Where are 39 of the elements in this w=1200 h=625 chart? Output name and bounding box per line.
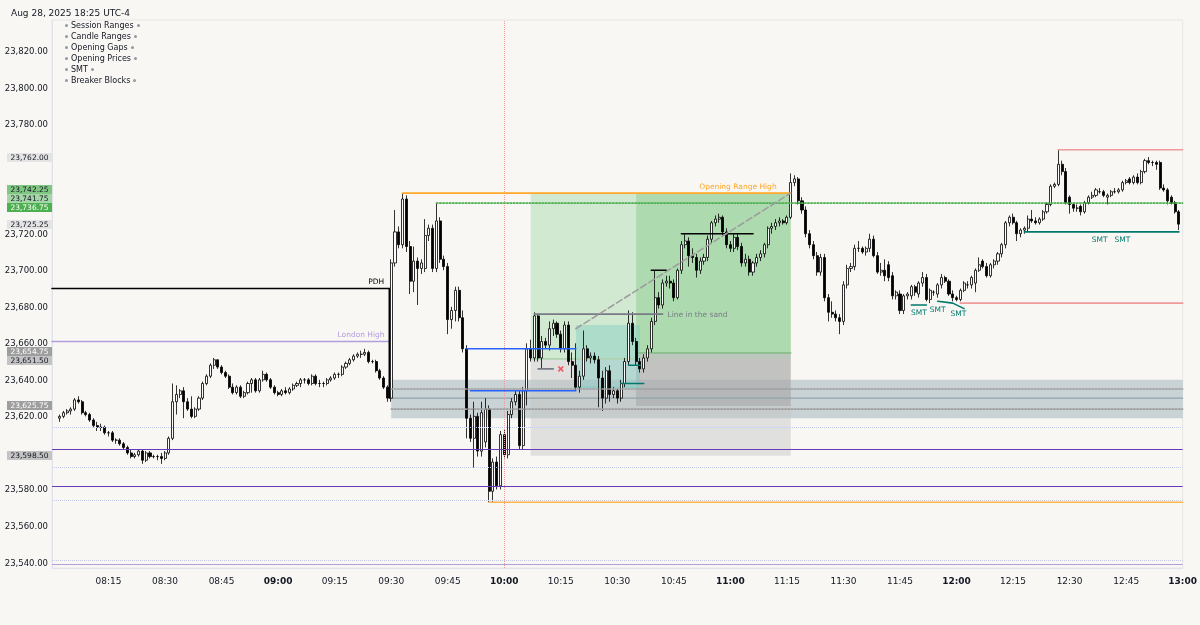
y-tick-label: 23,800.00 — [4, 82, 48, 93]
x-tick-label: 12:15 — [1000, 575, 1027, 586]
y-tick-label: 23,820.00 — [4, 46, 48, 57]
x-tick-label: 12:45 — [1113, 575, 1140, 586]
x-tick-label: 09:45 — [434, 575, 461, 586]
y-tick-label: 23,680.00 — [4, 301, 48, 312]
y-tick-label: 23,560.00 — [4, 520, 48, 531]
annotation: Opening Prices — [71, 54, 131, 63]
chart-title: Aug 28, 2025 18:25 UTC-4 — [11, 7, 131, 18]
x-tick-label: 10:30 — [604, 575, 631, 586]
annotation: Breaker Blocks — [71, 76, 131, 85]
x-tick-label: 09:15 — [321, 575, 348, 586]
annotation: Candle Ranges — [71, 32, 131, 41]
annotation: SMT — [71, 65, 88, 74]
x-tick-label: 11:30 — [830, 575, 857, 586]
x-tick-label: 13:00 — [1168, 575, 1197, 586]
x-tick-label: 08:45 — [208, 575, 235, 586]
x-tick-label: 11:45 — [887, 575, 913, 586]
y-tick-label: 23,580.00 — [4, 484, 48, 495]
y-tick-label: 23,720.00 — [4, 228, 48, 239]
x-tick-label: 09:30 — [378, 575, 405, 586]
y-tick-label: 23,660.00 — [4, 338, 48, 349]
y-tick-label: 23,640.00 — [4, 374, 48, 385]
annotation: Opening Gaps — [71, 43, 128, 52]
x-tick-label: 09:00 — [263, 575, 293, 586]
x-tick-label: 11:15 — [773, 575, 800, 586]
x-tick-label: 08:15 — [95, 575, 122, 586]
x-tick-label: 10:00 — [489, 575, 519, 586]
x-tick-label: 12:30 — [1056, 575, 1083, 586]
y-tick-label: 23,700.00 — [4, 265, 48, 276]
y-tick-label: 23,780.00 — [4, 119, 48, 130]
annotation: Session Ranges — [71, 21, 134, 30]
y-tick-label: 23,540.00 — [4, 557, 48, 568]
y-tick-label: 23,620.00 — [4, 411, 48, 422]
x-tick-label: 12:00 — [942, 575, 971, 586]
x-tick-label: 10:15 — [547, 575, 574, 586]
x-tick-label: 08:30 — [152, 575, 179, 586]
x-tick-label: 10:45 — [660, 575, 687, 586]
x-tick-label: 11:00 — [716, 575, 745, 586]
